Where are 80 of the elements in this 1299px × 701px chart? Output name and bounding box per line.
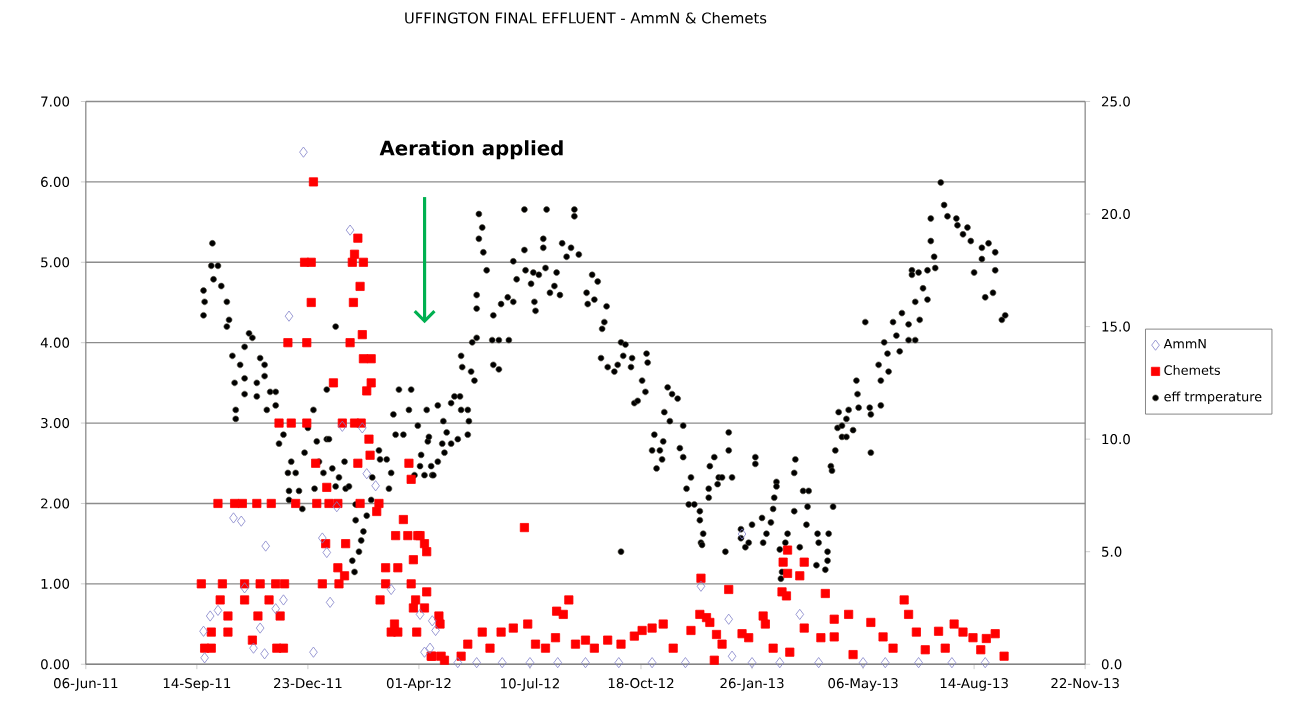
point	[229, 512, 238, 524]
y-tick-label: 5.00	[41, 257, 70, 268]
point	[362, 468, 371, 480]
point	[727, 650, 737, 662]
y2-tick-label: 20.0	[1101, 209, 1130, 220]
point	[309, 646, 318, 658]
point	[858, 657, 868, 669]
point	[914, 657, 923, 669]
point	[425, 642, 435, 654]
point	[271, 603, 280, 615]
point	[260, 648, 269, 660]
y2-tick-label: 10.0	[1102, 434, 1130, 445]
x-tick-label: 01-Apr-12	[386, 678, 451, 691]
x-tick-label: 14-Sep-11	[163, 678, 231, 691]
x-tick-label: 10-Jul-12	[501, 678, 559, 692]
legend-label: AmmN	[1163, 339, 1206, 349]
chart-title: UFFINGTON FINAL EFFLUENT - AmmN & Chemets	[405, 12, 767, 24]
point	[947, 657, 957, 669]
point	[213, 605, 223, 617]
y-tick-label: 0.00	[41, 659, 70, 670]
y-tick-label: 3.00	[41, 418, 70, 429]
point	[322, 547, 332, 559]
point	[814, 657, 823, 669]
point	[497, 657, 507, 669]
annotation: Aeration applied	[379, 140, 563, 160]
x-tick-label: 14-Aug-13	[940, 678, 1008, 691]
y-tick-label: 1.00	[41, 578, 70, 590]
point	[795, 609, 805, 621]
x-tick-label: 06-Jun-11	[53, 678, 118, 691]
point	[525, 657, 535, 669]
point	[747, 657, 757, 669]
y-tick-label: 6.00	[41, 176, 70, 188]
point	[647, 657, 657, 669]
point	[332, 501, 342, 513]
x-tick-label: 26-Jan-13	[720, 678, 784, 691]
x-tick-label: 23-Dec-11	[274, 678, 342, 689]
legend-label: Chemets	[1164, 365, 1220, 376]
point	[318, 532, 327, 544]
point	[255, 622, 265, 634]
point	[284, 310, 294, 322]
point	[614, 657, 624, 669]
point	[325, 596, 335, 609]
point	[724, 613, 733, 625]
point	[428, 615, 437, 627]
point	[431, 625, 440, 637]
point	[420, 646, 429, 658]
point	[581, 657, 590, 669]
point	[696, 580, 706, 592]
point	[386, 584, 396, 596]
point	[775, 657, 785, 669]
y2-tick-label: 25.0	[1101, 96, 1130, 107]
point	[681, 657, 690, 669]
x-tick-label: 22-Nov-13	[1051, 678, 1119, 689]
point	[199, 625, 208, 637]
y2-tick-label: 15.0	[1102, 321, 1130, 332]
y2-tick-label: 5.0	[1102, 546, 1122, 557]
point	[371, 480, 380, 492]
point	[881, 657, 890, 669]
y-tick-label: 4.00	[40, 337, 70, 348]
y-tick-label: 2.00	[41, 498, 70, 509]
point	[205, 610, 215, 622]
point	[338, 420, 347, 432]
point	[249, 642, 258, 654]
point	[200, 652, 209, 664]
y-tick-label: 7.00	[41, 96, 70, 107]
point	[553, 657, 562, 669]
point	[261, 540, 270, 552]
point	[279, 594, 288, 606]
y2-tick-label: 0.0	[1101, 659, 1122, 670]
x-tick-label: 18-Oct-12	[608, 678, 674, 689]
point	[737, 528, 747, 540]
legend-label: eff trmperature	[1164, 391, 1262, 405]
point	[237, 515, 246, 527]
x-tick-label: 06-May-13	[828, 678, 898, 691]
point	[345, 224, 355, 236]
point	[453, 657, 463, 669]
point	[472, 657, 481, 669]
point	[980, 657, 990, 669]
point	[415, 609, 425, 621]
point	[299, 146, 308, 158]
